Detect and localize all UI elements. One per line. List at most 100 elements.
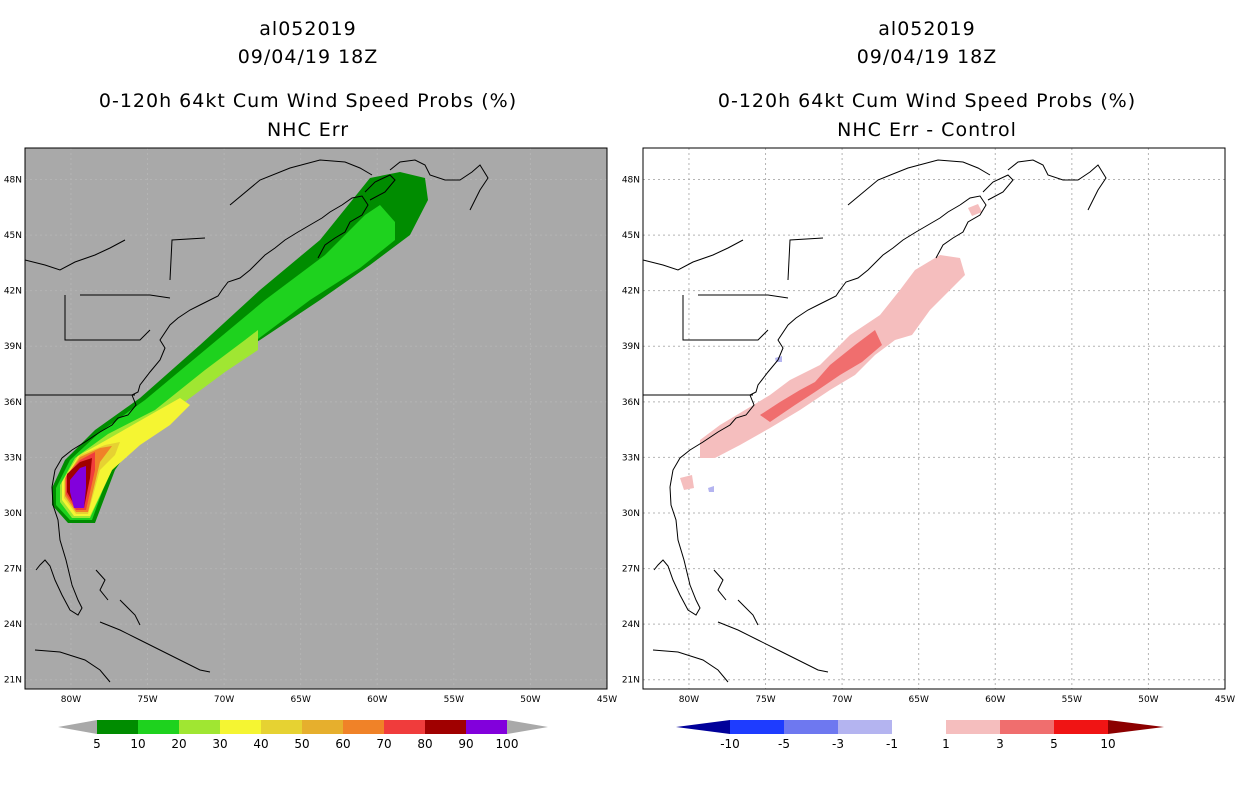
right-datetime: 09/04/19 18Z [856, 46, 998, 68]
lat-tick-label: 39N [4, 342, 22, 352]
lat-tick-label: 39N [622, 342, 640, 352]
colorbar-swatch [302, 720, 343, 734]
colorbar-over-triangle [1108, 720, 1164, 734]
right-axis-labels: 80W 75W 70W 65W 60W 55W 50W 45W 21N 24N 27N 30N 33N 3… [622, 175, 1235, 705]
colorbar-swatch [384, 720, 425, 734]
colorbar-label: 10 [1100, 737, 1115, 751]
colorbar-label: 80 [417, 737, 432, 751]
diff-band-neg-2 [708, 486, 714, 492]
colorbar-label: 40 [253, 737, 268, 751]
right-difference-map: 80W 75W 70W 65W 60W 55W 50W 45W 21N 24N 27N 30N 33N 3… [622, 147, 1235, 705]
prob-band-90 [70, 466, 86, 508]
colorbar-swatch [138, 720, 179, 734]
diff-patch-ns [968, 204, 982, 216]
lon-tick-label: 60W [985, 695, 1005, 705]
colorbar-label: -5 [778, 737, 790, 751]
lat-tick-label: 45N [622, 231, 640, 241]
colorbar-swatch [784, 720, 838, 734]
left-storm-id: al052019 [259, 18, 357, 40]
left-datetime: 09/04/19 18Z [237, 46, 379, 68]
colorbar-label: 100 [496, 737, 519, 751]
colorbar-under-triangle [58, 720, 97, 734]
right-coastlines [643, 159, 1107, 683]
lon-tick-label: 70W [214, 695, 234, 705]
colorbar-label: 20 [171, 737, 186, 751]
colorbar-swatch [946, 720, 1000, 734]
colorbar-label: 10 [130, 737, 145, 751]
colorbar-label: -1 [886, 737, 898, 751]
lat-tick-label: 45N [4, 231, 22, 241]
lat-tick-label: 42N [622, 287, 640, 297]
lon-tick-label: 60W [367, 695, 387, 705]
colorbar-label: 90 [458, 737, 473, 751]
lat-tick-label: 30N [4, 509, 22, 519]
lon-tick-label: 50W [1138, 695, 1158, 705]
left-map-frame [24, 147, 608, 690]
lon-tick-label: 55W [1062, 695, 1082, 705]
colorbar-swatch [425, 720, 466, 734]
lat-tick-label: 21N [622, 676, 640, 686]
lat-tick-label: 24N [4, 620, 22, 630]
colorbar-over-triangle [507, 720, 548, 734]
lat-tick-label: 33N [4, 453, 22, 463]
lat-tick-label: 36N [622, 398, 640, 408]
prob-band-10 [56, 205, 395, 520]
lat-tick-label: 33N [622, 453, 640, 463]
right-storm-id: al052019 [878, 18, 976, 40]
right-map-frame [642, 147, 1226, 690]
lat-tick-label: 48N [622, 175, 640, 185]
left-colorbar: 5 10 20 30 40 50 60 70 80 90 100 [58, 720, 548, 751]
lon-tick-label: 55W [444, 695, 464, 705]
colorbar-label: -10 [720, 737, 740, 751]
colorbar-swatch [220, 720, 261, 734]
left-probability-map: 80W 75W 70W 65W 60W 55W 50W 45W 21N 24N 27N 30N 33N 3… [4, 147, 617, 705]
diff-patch-sc [680, 475, 694, 490]
colorbar-swatch [1054, 720, 1108, 734]
colorbar-swatch [892, 720, 946, 734]
lon-tick-label: 65W [291, 695, 311, 705]
probability-swath [52, 172, 428, 523]
colorbar-swatch [343, 720, 384, 734]
lat-tick-label: 48N [4, 175, 22, 185]
lat-tick-label: 21N [4, 676, 22, 686]
colorbar-swatch [730, 720, 784, 734]
lat-tick-label: 24N [622, 620, 640, 630]
lon-tick-label: 45W [597, 695, 617, 705]
colorbar-label: 5 [1050, 737, 1058, 751]
colorbar-label: 70 [376, 737, 391, 751]
lat-tick-label: 30N [622, 509, 640, 519]
lon-tick-label: 65W [909, 695, 929, 705]
colorbar-swatch [1000, 720, 1054, 734]
lon-tick-label: 45W [1215, 695, 1235, 705]
left-product-title: 0-120h 64kt Cum Wind Speed Probs (%) [98, 90, 518, 112]
right-map-gridlines [643, 148, 1225, 689]
diff-band-1-to-3 [700, 255, 965, 458]
lon-tick-label: 75W [755, 695, 775, 705]
lon-tick-label: 80W [61, 695, 81, 705]
lon-tick-label: 70W [832, 695, 852, 705]
left-coastlines [25, 159, 489, 683]
colorbar-label: 3 [996, 737, 1004, 751]
colorbar-label: 5 [93, 737, 101, 751]
colorbar-label: 50 [294, 737, 309, 751]
lat-tick-label: 27N [4, 565, 22, 575]
colorbar-label: 60 [335, 737, 350, 751]
lon-tick-label: 50W [520, 695, 540, 705]
lat-tick-label: 36N [4, 398, 22, 408]
lon-tick-label: 75W [137, 695, 157, 705]
diff-band-3-to-5 [760, 330, 882, 422]
left-axis-labels: 80W 75W 70W 65W 60W 55W 50W 45W 21N 24N 27N 30N 33N 3… [4, 175, 617, 705]
right-product-title: 0-120h 64kt Cum Wind Speed Probs (%) [717, 90, 1137, 112]
lat-tick-label: 27N [622, 565, 640, 575]
right-colorbar: -10 -5 -3 -1 1 3 5 10 [676, 720, 1164, 751]
colorbar-label: 30 [212, 737, 227, 751]
colorbar-swatch [838, 720, 892, 734]
colorbar-under-triangle [676, 720, 730, 734]
right-scenario-title: NHC Err - Control [837, 119, 1017, 141]
colorbar-swatch [97, 720, 138, 734]
colorbar-swatch [261, 720, 302, 734]
colorbar-swatch [466, 720, 507, 734]
right-map-background [643, 148, 1225, 689]
colorbar-swatch [179, 720, 220, 734]
colorbar-label: -3 [832, 737, 844, 751]
